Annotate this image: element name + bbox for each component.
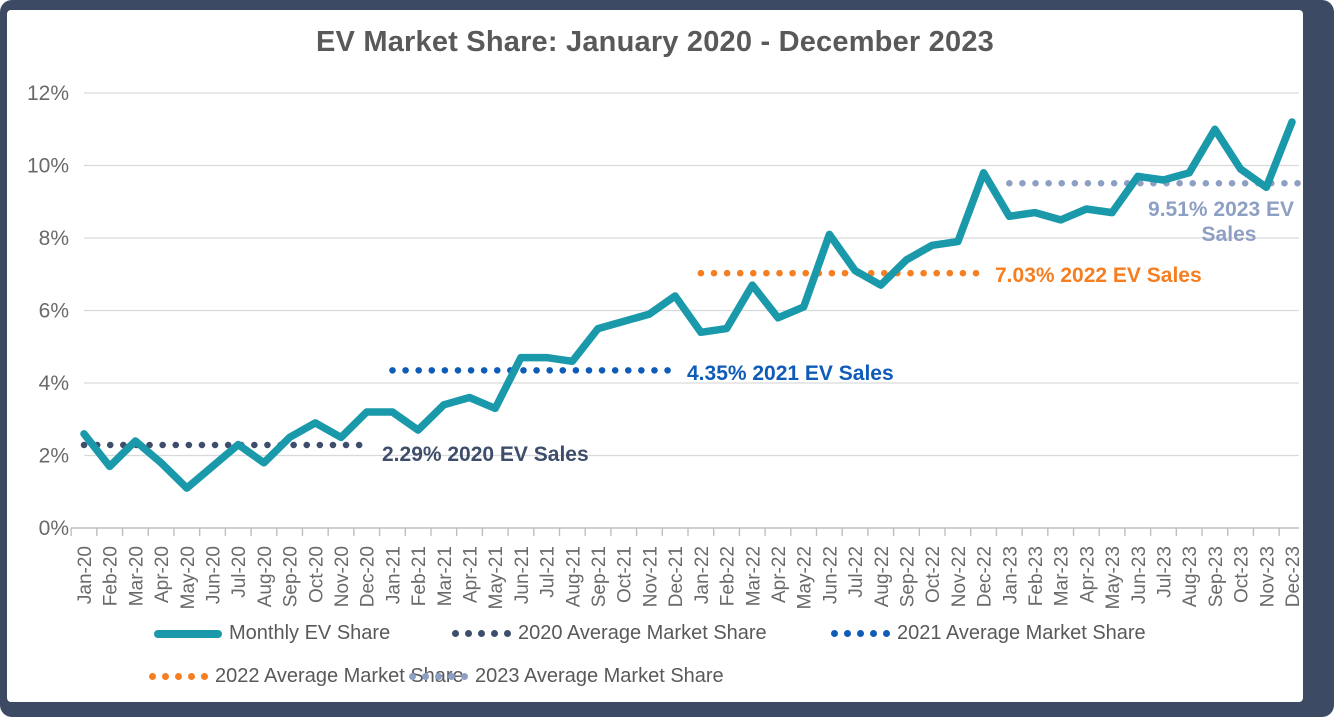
x-tick-label: Nov-20 bbox=[332, 546, 353, 607]
x-tick-label: Mar-22 bbox=[743, 546, 764, 606]
x-tick-label: Jul-23 bbox=[1154, 546, 1175, 598]
x-tick-label: Apr-21 bbox=[461, 546, 482, 603]
x-tick-label: Jul-22 bbox=[846, 546, 867, 598]
x-tick-label: Dec-21 bbox=[666, 546, 687, 607]
chart-plot-area: 0% 2% 4% 6% 8% 10% 12% Jan-20 Feb-20 Mar-20 Apr-20… bbox=[27, 82, 1303, 609]
x-tick-label: Jul-20 bbox=[229, 546, 250, 598]
x-tick-label: Nov-22 bbox=[949, 546, 970, 607]
y-tick-label: 8% bbox=[39, 227, 69, 250]
average-annotation: 7.03% 2022 EV Sales bbox=[995, 264, 1202, 287]
x-tick-label: Jun-23 bbox=[1129, 546, 1150, 604]
chart-title: EV Market Share: January 2020 - December… bbox=[316, 26, 994, 58]
x-tick-label: Jan-21 bbox=[383, 546, 404, 604]
y-tick-label: 12% bbox=[27, 82, 69, 105]
chart-card: EV Market Share: January 2020 - December… bbox=[7, 10, 1303, 702]
x-tick-label: Oct-21 bbox=[615, 546, 636, 603]
x-tick-label: Sep-23 bbox=[1206, 546, 1227, 607]
x-tick-label: Feb-21 bbox=[409, 546, 430, 606]
x-tick-label: Feb-23 bbox=[1026, 546, 1047, 606]
x-tick-label: Jan-22 bbox=[692, 546, 713, 604]
x-tick-label: Mar-20 bbox=[126, 546, 147, 606]
x-tick-label: Aug-22 bbox=[872, 546, 893, 607]
x-tick-label: May-20 bbox=[178, 546, 199, 609]
x-tick-label: May-22 bbox=[795, 546, 816, 609]
x-tick-label: Oct-23 bbox=[1232, 546, 1253, 603]
x-tick-label: May-23 bbox=[1103, 546, 1124, 609]
x-tick-label: Apr-23 bbox=[1077, 546, 1098, 603]
x-tick-label: Nov-23 bbox=[1257, 546, 1278, 607]
average-annotation: 9.51% 2023 EV bbox=[1148, 198, 1294, 221]
average-annotation: 4.35% 2021 EV Sales bbox=[687, 362, 894, 385]
x-tick-label: Oct-22 bbox=[923, 546, 944, 603]
x-tick-label: Aug-23 bbox=[1180, 546, 1201, 607]
x-tick-label: Mar-21 bbox=[435, 546, 456, 606]
average-annotation-line2: Sales bbox=[1202, 223, 1257, 246]
x-tick-label: Aug-21 bbox=[563, 546, 584, 607]
monthly-ev-share-line bbox=[80, 118, 1296, 492]
x-tick-label: Dec-22 bbox=[975, 546, 996, 607]
y-tick-label: 10% bbox=[27, 155, 69, 178]
x-tick-label: Dec-20 bbox=[358, 546, 379, 607]
x-tick-label: Apr-20 bbox=[152, 546, 173, 603]
x-tick-label: Feb-20 bbox=[101, 546, 122, 606]
x-tick-label: Oct-20 bbox=[306, 546, 327, 603]
average-annotation: 2.29% 2020 EV Sales bbox=[382, 443, 589, 466]
x-tick-label: Sep-20 bbox=[281, 546, 302, 607]
x-tick-label: Sep-21 bbox=[589, 546, 610, 607]
x-tick-label: Jun-20 bbox=[204, 546, 225, 604]
x-tick-label: Dec-23 bbox=[1283, 546, 1303, 607]
x-tick-label: Sep-22 bbox=[897, 546, 918, 607]
x-tick-label: Jul-21 bbox=[538, 546, 559, 598]
x-tick-label: Nov-21 bbox=[640, 546, 661, 607]
x-tick-label: Jan-20 bbox=[75, 546, 96, 604]
y-tick-label: 2% bbox=[39, 445, 69, 468]
x-tick-label: Jun-21 bbox=[512, 546, 533, 604]
x-tick-label: Feb-22 bbox=[718, 546, 739, 606]
y-tick-label: 4% bbox=[39, 372, 69, 395]
x-tick-label: Jan-23 bbox=[1000, 546, 1021, 604]
x-tick-label: Mar-23 bbox=[1052, 546, 1073, 606]
x-tick-label: Aug-20 bbox=[255, 546, 276, 607]
x-tick-label: Apr-22 bbox=[769, 546, 790, 603]
y-tick-label: 0% bbox=[39, 517, 69, 540]
x-tick-label: May-21 bbox=[486, 546, 507, 609]
x-tick-label: Jun-22 bbox=[820, 546, 841, 604]
y-tick-label: 6% bbox=[39, 300, 69, 323]
